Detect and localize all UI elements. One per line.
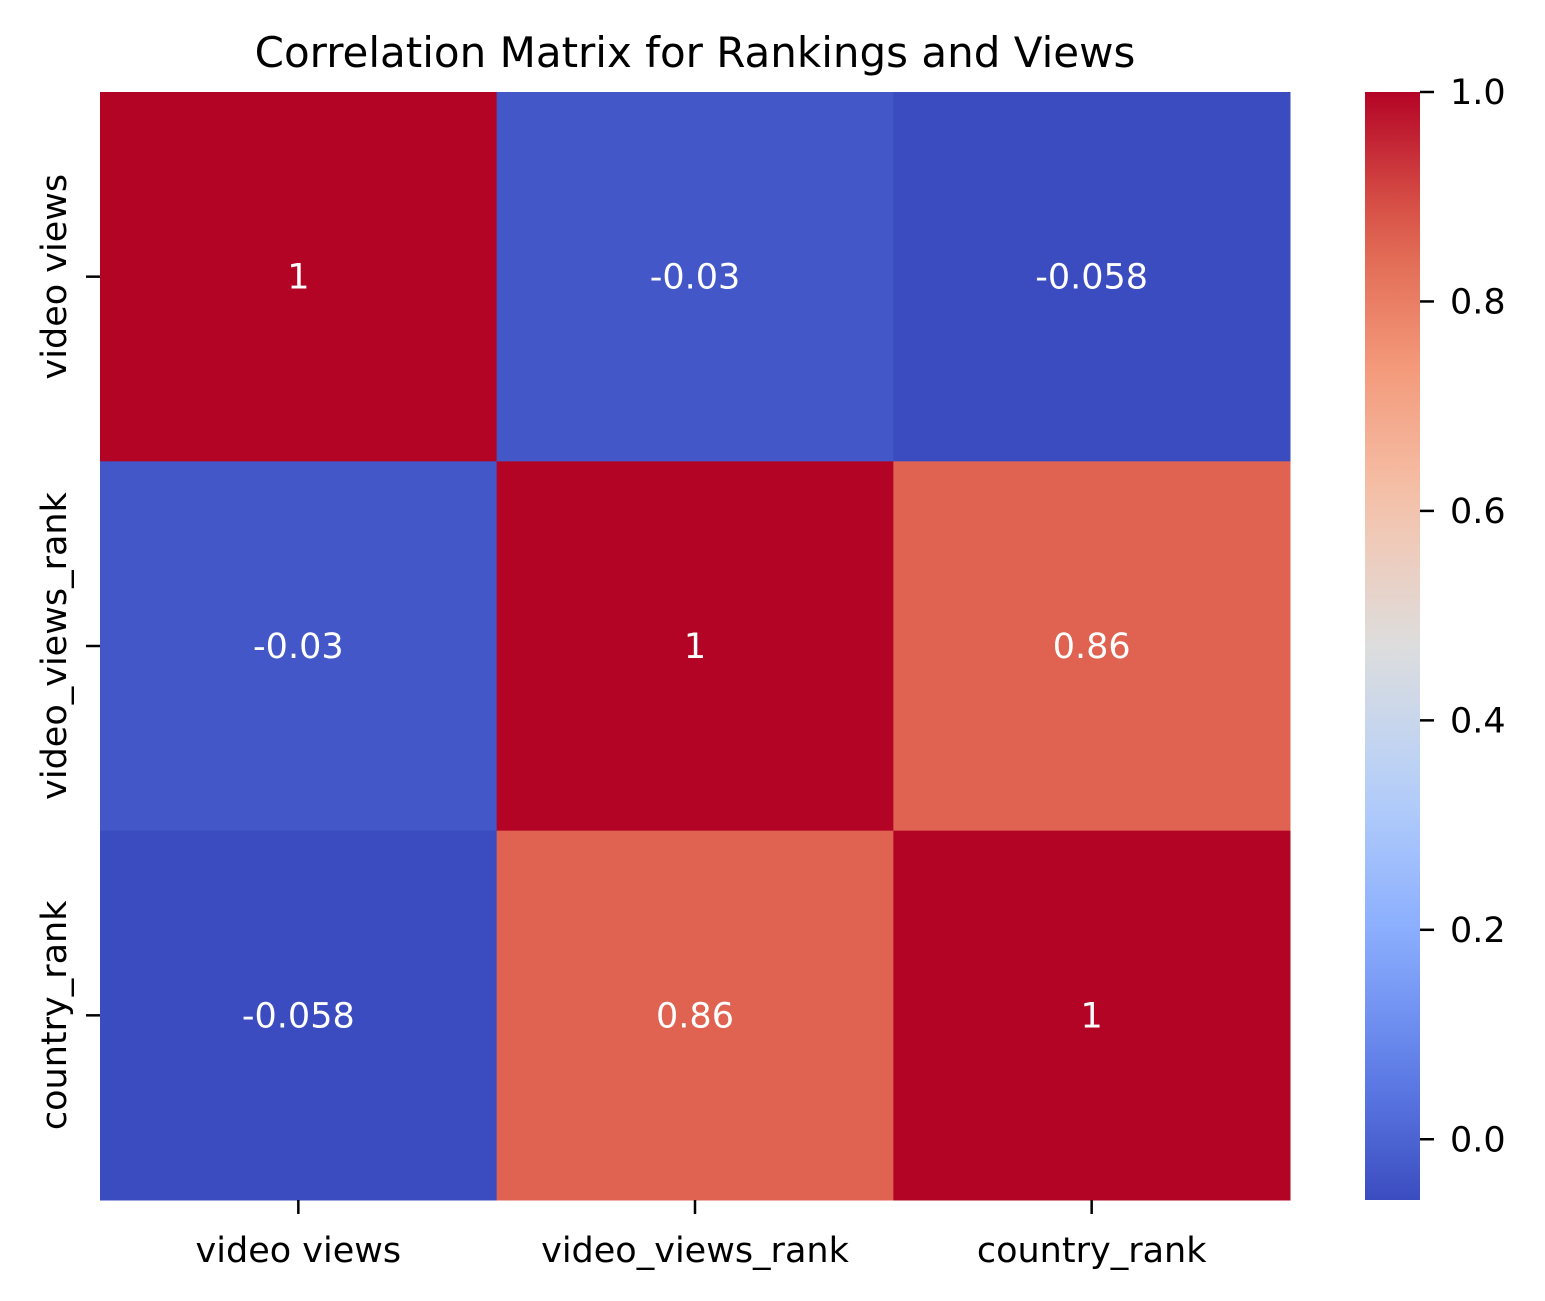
colorbar: 0.0 0.2 0.4 0.6 0.8 1.0 xyxy=(1365,73,1506,1200)
colorbar-tick-label: 0.6 xyxy=(1450,492,1506,532)
heatmap-cell-r2-c2 xyxy=(893,830,1291,1201)
x-axis: video views video_views_rank country_rank xyxy=(196,1200,1207,1271)
cell-value-label: -0.058 xyxy=(242,996,355,1036)
y-tick-label: country_rank xyxy=(35,900,75,1130)
heatmap-cell-labels: 1 -0.03 -0.058 -0.03 1 0.86 -0.058 0.86 1 xyxy=(242,258,1148,1037)
colorbar-tick-label: 1.0 xyxy=(1450,73,1506,113)
colorbar-tick-label: 0.0 xyxy=(1450,1120,1506,1160)
colorbar-gradient xyxy=(1365,92,1420,1200)
colorbar-tick-label: 0.4 xyxy=(1450,701,1506,741)
x-tick-label: video views xyxy=(196,1231,402,1271)
heatmap-cells xyxy=(100,92,1291,1201)
heatmap-cell-r2-c1 xyxy=(496,830,894,1201)
cell-value-label: 1 xyxy=(684,627,706,667)
y-tick-label: video_views_rank xyxy=(35,491,75,799)
heatmap-cell-r0-c2 xyxy=(893,92,1291,462)
x-tick-label: country_rank xyxy=(977,1231,1207,1271)
cell-value-label: -0.03 xyxy=(253,627,344,667)
heatmap-cell-r1-c0 xyxy=(100,461,498,832)
cell-value-label: -0.058 xyxy=(1035,258,1148,298)
cell-value-label: 1 xyxy=(287,258,309,298)
heatmap-cell-r1-c2 xyxy=(893,461,1291,832)
x-tick-label: video_views_rank xyxy=(541,1231,849,1271)
heatmap-cell-r1-c1 xyxy=(496,461,894,832)
cell-value-label: 0.86 xyxy=(1053,627,1131,667)
heatmap-cell-r2-c0 xyxy=(100,830,498,1201)
chart-title: Correlation Matrix for Rankings and View… xyxy=(255,28,1136,77)
cell-value-label: 0.86 xyxy=(656,996,734,1036)
heatmap-cell-r0-c0 xyxy=(100,92,498,462)
colorbar-tick-label: 0.8 xyxy=(1450,282,1506,322)
cell-value-label: -0.03 xyxy=(650,258,741,298)
cell-value-label: 1 xyxy=(1081,996,1103,1036)
heatmap-cell-r0-c1 xyxy=(496,92,894,462)
y-axis: video views video_views_rank country_rank xyxy=(35,174,100,1130)
colorbar-tick-label: 0.2 xyxy=(1450,911,1506,951)
y-tick-label: video views xyxy=(35,174,75,380)
